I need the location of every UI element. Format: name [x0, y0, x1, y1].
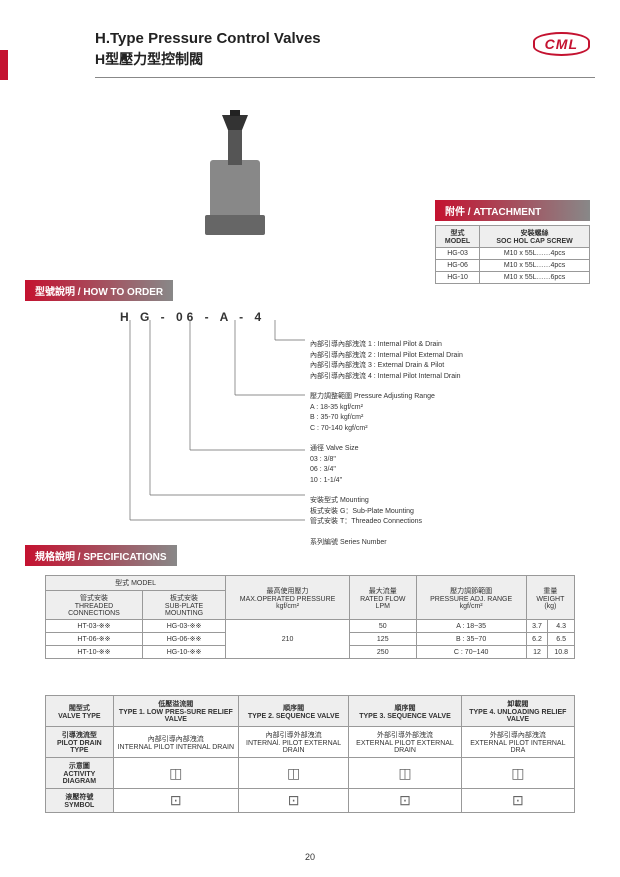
diagram-icon: ◫	[238, 758, 348, 789]
page-number: 20	[305, 852, 315, 862]
diagram-icon: ◫	[349, 758, 461, 789]
table-row: HG-03M10 x 55L……4pcs	[436, 248, 590, 260]
legend-series: 系列編號 Series Number	[310, 538, 463, 549]
spec-table: 型式 MODEL 最高使用壓力MAX.OPERATED PRESSURE kgf…	[45, 575, 575, 659]
symbol-icon: ⊡	[461, 789, 574, 813]
attachment-header: 附件 / ATTACHMENT	[435, 200, 590, 221]
logo: CML	[533, 32, 590, 56]
attachment-table: 型式MODEL 安裝螺絲SOC HOL CAP SCREW HG-03M10 x…	[435, 225, 590, 284]
order-bracket-lines	[125, 320, 305, 530]
title-block: H.Type Pressure Control Valves H型壓力型控制閥	[95, 30, 595, 69]
legend-drain: 內部引導內部洩流 1 : Internal Pilot & Drain 內部引導…	[310, 340, 463, 382]
logo-text: CML	[545, 36, 578, 52]
table-row: HT-03-※※HG-03-※※21050A : 18~353.74.3	[46, 620, 575, 633]
accent-bar	[0, 50, 8, 80]
valve-image	[180, 110, 290, 250]
legend-size: 通徑 Valve Size 03 : 3/8" 06 : 3/4" 10 : 1…	[310, 444, 463, 486]
order-header: 型號說明 / HOW TO ORDER	[25, 280, 173, 301]
legend-pressure: 壓力調整範圍 Pressure Adjusting Range A : 18-3…	[310, 392, 463, 434]
col-screw-en: SOC HOL CAP SCREW	[496, 238, 572, 245]
title-divider	[95, 77, 595, 78]
diagram-icon: ◫	[461, 758, 574, 789]
diagram-icon: ◫	[113, 758, 238, 789]
table-row: HG-06M10 x 55L……4pcs	[436, 260, 590, 272]
col-model-zh: 型式	[451, 230, 465, 237]
symbol-icon: ⊡	[238, 789, 348, 813]
spec-header: 規格說明 / SPECIFICATIONS	[25, 545, 177, 566]
symbol-icon: ⊡	[349, 789, 461, 813]
title-zh: H型壓力型控制閥	[95, 49, 595, 69]
order-legend: 內部引導內部洩流 1 : Internal Pilot & Drain 內部引導…	[310, 340, 463, 558]
legend-mount: 安裝型式 Mounting 板式安裝 G：Sub-Plate Mounting …	[310, 496, 463, 528]
table-row: HG-10M10 x 55L……6pcs	[436, 272, 590, 284]
type-table: 閥型式VALVE TYPE 低壓溢流閥TYPE 1. LOW PRES-SURE…	[45, 695, 575, 813]
symbol-icon: ⊡	[113, 789, 238, 813]
col-model-en: MODEL	[445, 238, 470, 245]
title-en: H.Type Pressure Control Valves	[95, 30, 595, 47]
col-screw-zh: 安裝螺絲	[521, 230, 549, 237]
